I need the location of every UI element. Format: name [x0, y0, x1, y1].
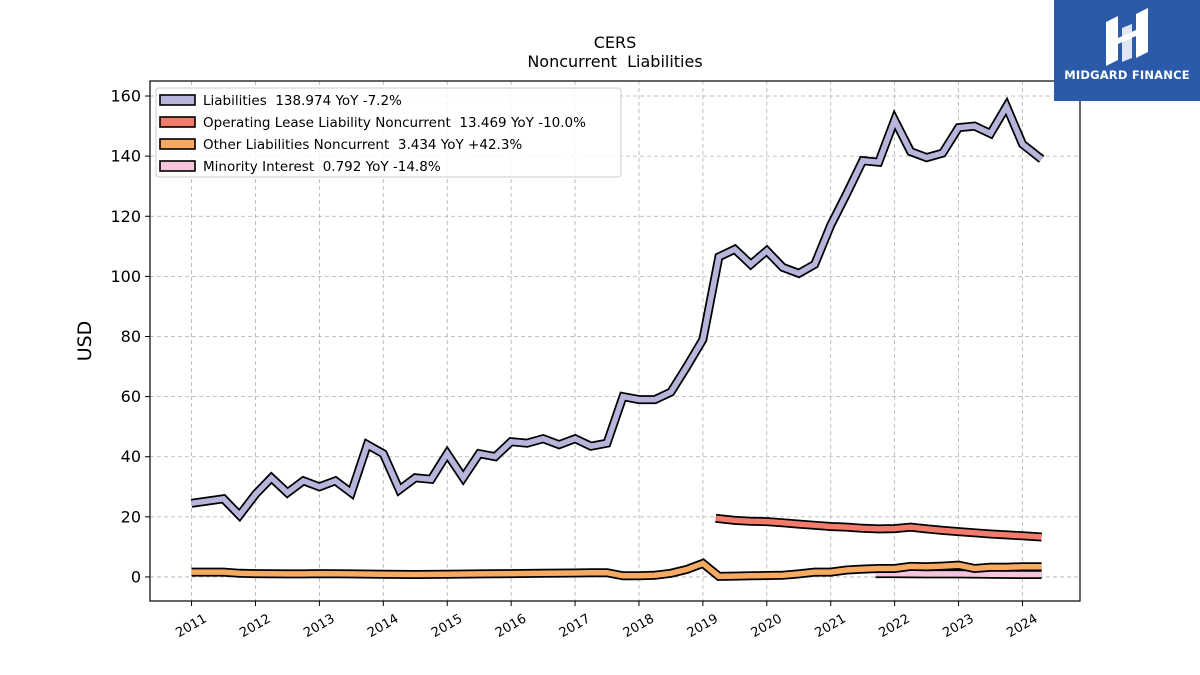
x-tick-label: 2011	[173, 611, 209, 641]
x-tick-label: 2013	[301, 611, 337, 641]
legend-entry: Other Liabilities Noncurrent 3.434 YoY +…	[203, 137, 522, 153]
x-tick-label: 2018	[621, 611, 657, 641]
chart-subtitle: Noncurrent Liabilities	[527, 52, 702, 71]
series-minority-interest-line	[875, 570, 1042, 578]
x-tick-label: 2023	[940, 611, 976, 641]
x-tick-label: 2022	[876, 611, 912, 641]
x-tick-label: 2019	[685, 611, 721, 641]
legend-entry: Liabilities 138.974 YoY -7.2%	[203, 93, 402, 109]
legend-swatch	[159, 94, 196, 106]
x-axis: 2011 2012 2013 2014 2015 2016 2017 2018 2019 2020…	[173, 601, 1040, 641]
y-tick-label: 20	[121, 507, 141, 526]
series-liabilities-line	[191, 100, 1044, 520]
x-tick-label: 2014	[365, 611, 401, 641]
y-tick-label: 60	[121, 387, 141, 406]
legend-entry: Minority Interest 0.792 YoY -14.8%	[203, 159, 441, 175]
x-tick-label: 2012	[237, 611, 273, 641]
plot-frame	[149, 80, 1081, 602]
y-tick-label: 160	[110, 87, 141, 106]
legend: Liabilities 138.974 YoY -7.2% Operating L…	[155, 87, 622, 178]
legend-box	[155, 87, 622, 178]
brand-logo: MIDGARD FINANCE	[1054, 0, 1200, 101]
x-tick-label: 2021	[813, 611, 849, 641]
chart-title: CERS	[594, 33, 637, 52]
y-tick-label: 120	[110, 207, 141, 226]
legend-swatch	[159, 116, 196, 128]
midgard-logo-icon	[1106, 8, 1148, 66]
legend-entry: Operating Lease Liability Noncurrent 13.…	[203, 115, 586, 131]
y-tick-label: 140	[110, 147, 141, 166]
y-tick-label: 0	[131, 567, 141, 586]
y-axis-label: USD	[74, 321, 96, 362]
x-tick-label: 2024	[1004, 611, 1040, 641]
series-other-liabilities-noncurrent-line	[191, 560, 1042, 580]
y-tick-label: 40	[121, 447, 141, 466]
x-tick-label: 2017	[557, 611, 593, 641]
y-tick-label: 80	[121, 327, 141, 346]
x-tick-label: 2015	[429, 611, 465, 641]
legend-swatch	[159, 138, 196, 150]
y-tick-label: 100	[110, 267, 141, 286]
brand-name: MIDGARD FINANCE	[1064, 68, 1190, 82]
x-tick-label: 2020	[749, 611, 785, 641]
y-axis: 0 20 40 60 80 100 120 140 160	[110, 87, 150, 586]
legend-swatch	[159, 160, 196, 172]
series-operating-lease-liability-noncurrent-line	[715, 515, 1042, 540]
x-tick-label: 2016	[493, 611, 529, 641]
series-layer	[190, 96, 1045, 581]
